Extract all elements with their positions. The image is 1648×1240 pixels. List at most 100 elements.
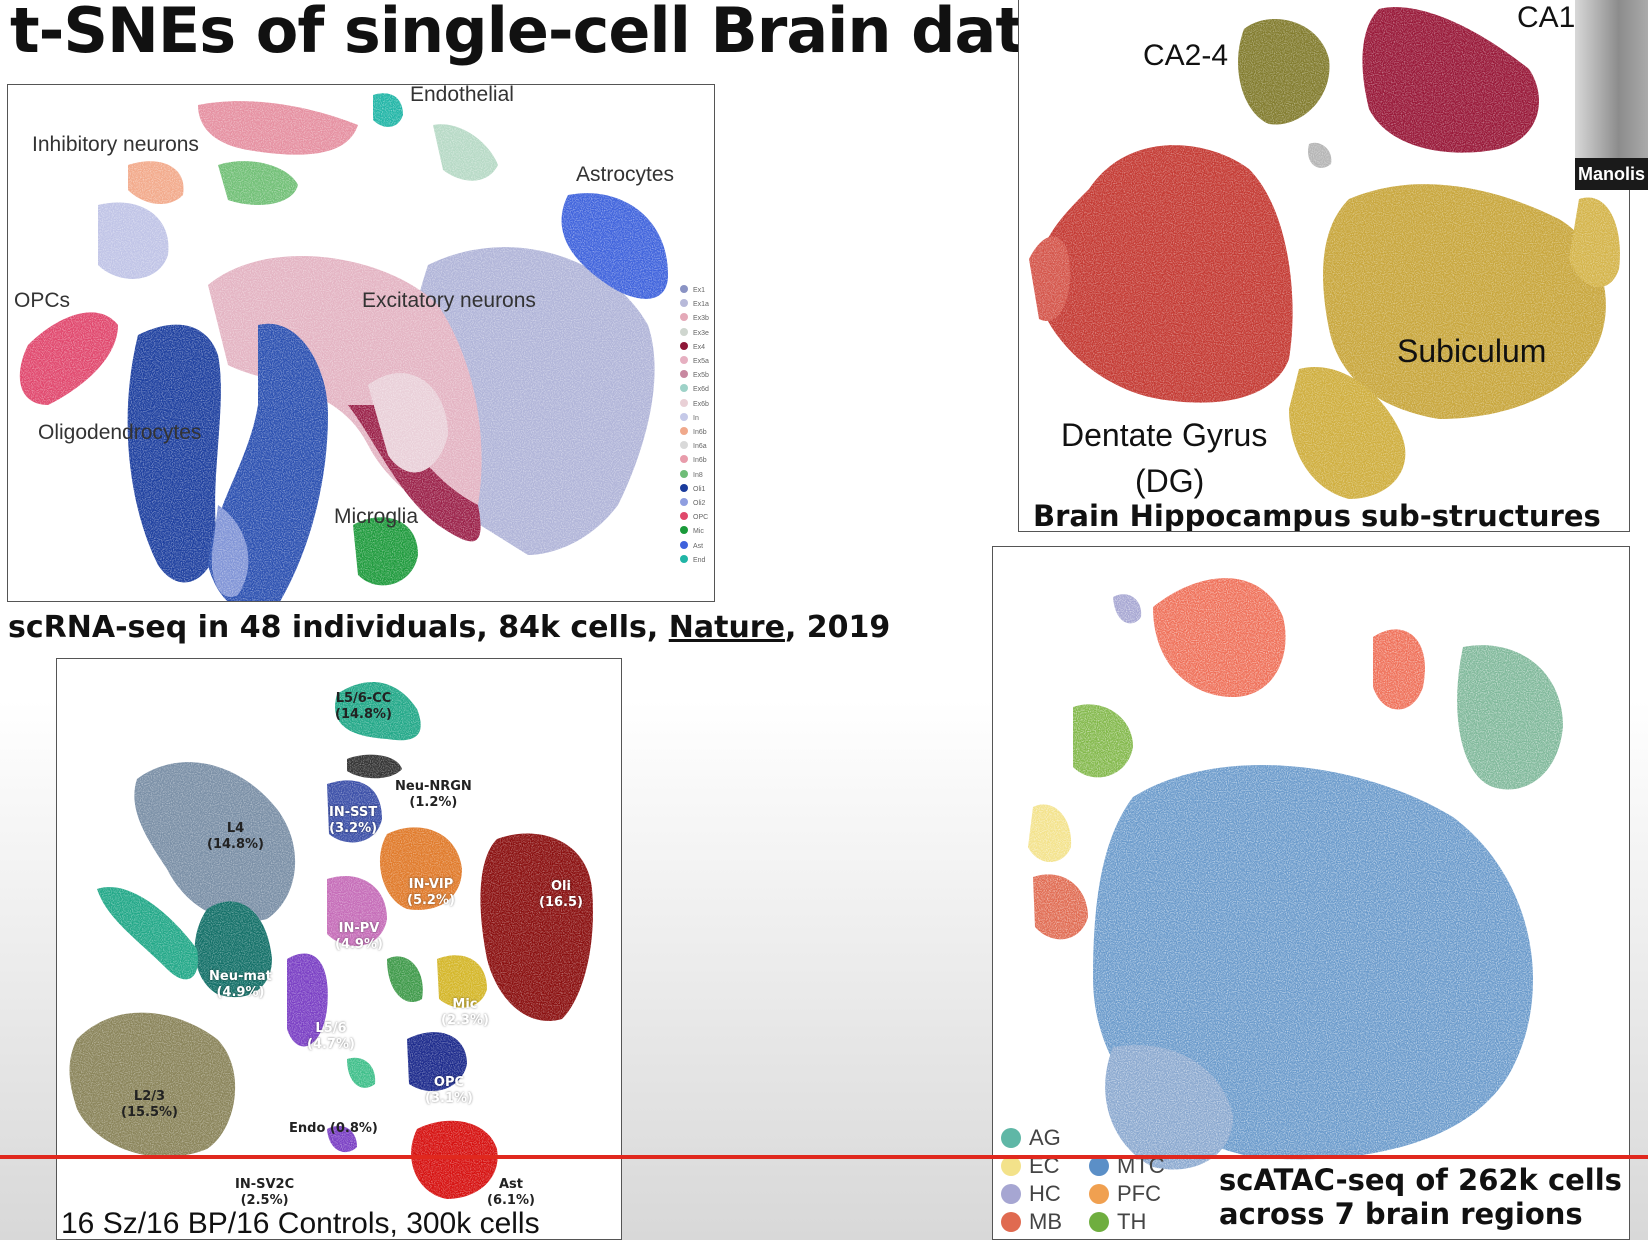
label-endo: Endo (0.8%) xyxy=(289,1121,378,1136)
legend-label: Ex1a xyxy=(693,301,709,309)
legend-swatch xyxy=(680,356,688,364)
legend-label: Oli1 xyxy=(693,485,706,493)
legend-swatch xyxy=(680,313,688,322)
legend-swatch xyxy=(680,512,688,521)
legend-label: Ex5a xyxy=(693,358,709,365)
legend-label: Ex4 xyxy=(693,343,706,351)
label-neu-mat: Neu-mat (4.9%) xyxy=(209,969,272,1000)
scatac-legend-item: MB xyxy=(1001,1209,1062,1235)
legend-swatch xyxy=(1001,1156,1021,1176)
label-in-sv2c: IN-SV2C (2.5%) xyxy=(235,1177,295,1208)
legend-label: In xyxy=(693,414,699,422)
legend-swatch xyxy=(680,469,688,478)
scrna-legend-item: Ex6d xyxy=(680,384,709,393)
label-l4: L4 (14.8%) xyxy=(207,821,264,852)
scrna-legend-item: In6a xyxy=(680,441,707,450)
legend-label: Ex6b xyxy=(693,400,709,408)
label-astrocytes: Astrocytes xyxy=(576,163,675,186)
scrna-legend-item: Ex4 xyxy=(680,341,706,351)
scatac-caption-line1: scATAC-seq of 262k cells xyxy=(1219,1163,1622,1197)
label-in-pv: IN-PV (4.9%) xyxy=(335,921,383,952)
scrna-legend-item: Oli1 xyxy=(680,483,706,493)
red-separator-line xyxy=(0,1155,1648,1159)
label-oli: Oli (16.5) xyxy=(539,879,583,910)
legend-label: Ex1 xyxy=(693,287,706,294)
legend-swatch xyxy=(680,441,688,450)
legend-swatch xyxy=(680,483,688,492)
hippocampus-caption: Brain Hippocampus sub-structures xyxy=(1033,499,1601,532)
label-ca1: CA1 xyxy=(1517,1,1576,34)
legend-swatch xyxy=(680,398,688,407)
legend-swatch xyxy=(680,412,688,421)
label-subiculum: Subiculum xyxy=(1397,333,1547,369)
legend-label: In6a xyxy=(693,443,707,451)
legend-swatch xyxy=(680,384,688,393)
scrna-legend-item: Ex3e xyxy=(680,327,709,337)
legend-swatch xyxy=(680,299,688,308)
scrna-legend-item: In xyxy=(680,412,699,422)
label-dentate-gyrus: Dentate Gyrus xyxy=(1061,417,1268,453)
psych-tsne-plot xyxy=(57,659,621,1239)
legend-label: In6b xyxy=(693,457,707,465)
label-opcs: OPCs xyxy=(14,289,71,312)
legend-swatch xyxy=(680,526,688,535)
legend-label: TH xyxy=(1117,1209,1147,1234)
scrna-legend-item: Mic xyxy=(680,526,704,535)
label-in-vip: IN-VIP (5.2%) xyxy=(407,877,455,908)
legend-label: HC xyxy=(1029,1181,1061,1206)
legend-label: In6b xyxy=(693,429,707,436)
legend-swatch xyxy=(680,341,688,350)
scatac-legend-item: PFC xyxy=(1089,1181,1161,1207)
legend-label: Ex6d xyxy=(693,386,709,394)
legend-swatch xyxy=(680,540,688,549)
scrna-legend-item: Ex3b xyxy=(680,313,709,322)
legend-swatch xyxy=(680,554,688,563)
scatac-tsne-plot xyxy=(993,547,1629,1239)
legend-swatch xyxy=(1001,1184,1021,1204)
scrna-legend-item: Ex5a xyxy=(680,356,709,365)
scrna-legend-item: Ex5b xyxy=(680,370,709,379)
legend-label: End xyxy=(693,556,706,564)
scrna-legend-item: Ast xyxy=(680,540,703,550)
legend-swatch xyxy=(680,427,688,435)
legend-label: Ex3e xyxy=(693,329,709,337)
scatac-legend-item: AG xyxy=(1001,1125,1061,1151)
label-ca2-4: CA2-4 xyxy=(1143,39,1229,72)
scrna-legend-item: Ex6b xyxy=(680,398,709,408)
label-inhibitory-neurons: Inhibitory neurons xyxy=(32,133,199,156)
legend-label: AG xyxy=(1029,1125,1061,1150)
psych-caption: 16 Sz/16 BP/16 Controls, 300k cells xyxy=(61,1207,540,1240)
scrna-legend-item: In6b xyxy=(680,455,707,464)
label-oligodendrocytes: Oligodendrocytes xyxy=(38,421,202,444)
scrna-legend-item: In6b xyxy=(680,427,707,436)
label-dg-abbrev: (DG) xyxy=(1135,463,1205,499)
scatac-tsne-panel: AG EC MTC HC PFC MB TH scATAC-seq of 262k cell… xyxy=(992,546,1630,1240)
scrna-caption: scRNA-seq in 48 individuals, 84k cells, … xyxy=(8,610,890,645)
scrna-caption-text: scRNA-seq in 48 individuals, 84k cells, xyxy=(8,610,669,645)
journal-name: Nature xyxy=(668,610,785,645)
label-endothelial: Endothelial xyxy=(410,84,514,106)
label-l56-cc: L5/6-CC (14.8%) xyxy=(335,691,392,722)
hippocampus-tsne-panel: CA1 CA2-4 Subiculum Dentate Gyrus (DG) B… xyxy=(1018,0,1630,532)
speaker-name-tag: Manolis xyxy=(1575,158,1648,190)
legend-swatch xyxy=(1089,1184,1109,1204)
scatac-legend-item: HC xyxy=(1001,1181,1061,1207)
legend-swatch xyxy=(680,370,688,379)
scrna-caption-year: , 2019 xyxy=(784,610,891,645)
legend-swatch xyxy=(1001,1128,1021,1148)
legend-label: OPC xyxy=(693,514,709,522)
legend-label: MB xyxy=(1029,1209,1062,1234)
label-l23: L2/3 (15.5%) xyxy=(121,1089,178,1120)
legend-label: PFC xyxy=(1117,1181,1161,1206)
scrna-legend-item: Oli2 xyxy=(680,498,705,507)
psych-tsne-panel: L5/6-CC (14.8%) Neu-NRGN (1.2%) IN-SST (… xyxy=(56,658,622,1240)
scatac-caption-line2: across 7 brain regions xyxy=(1219,1197,1583,1231)
label-microglia: Microglia xyxy=(334,505,419,528)
scrna-legend-item: Ex1 xyxy=(680,285,705,294)
scrna-legend-item: OPC xyxy=(680,512,708,521)
label-mic: Mic (2.3%) xyxy=(441,997,489,1028)
label-l56: L5/6 (4.7%) xyxy=(307,1021,355,1052)
legend-swatch xyxy=(1089,1212,1109,1232)
hippocampus-tsne-plot xyxy=(1019,0,1629,531)
scrna-legend-item: Ex1a xyxy=(680,299,709,308)
